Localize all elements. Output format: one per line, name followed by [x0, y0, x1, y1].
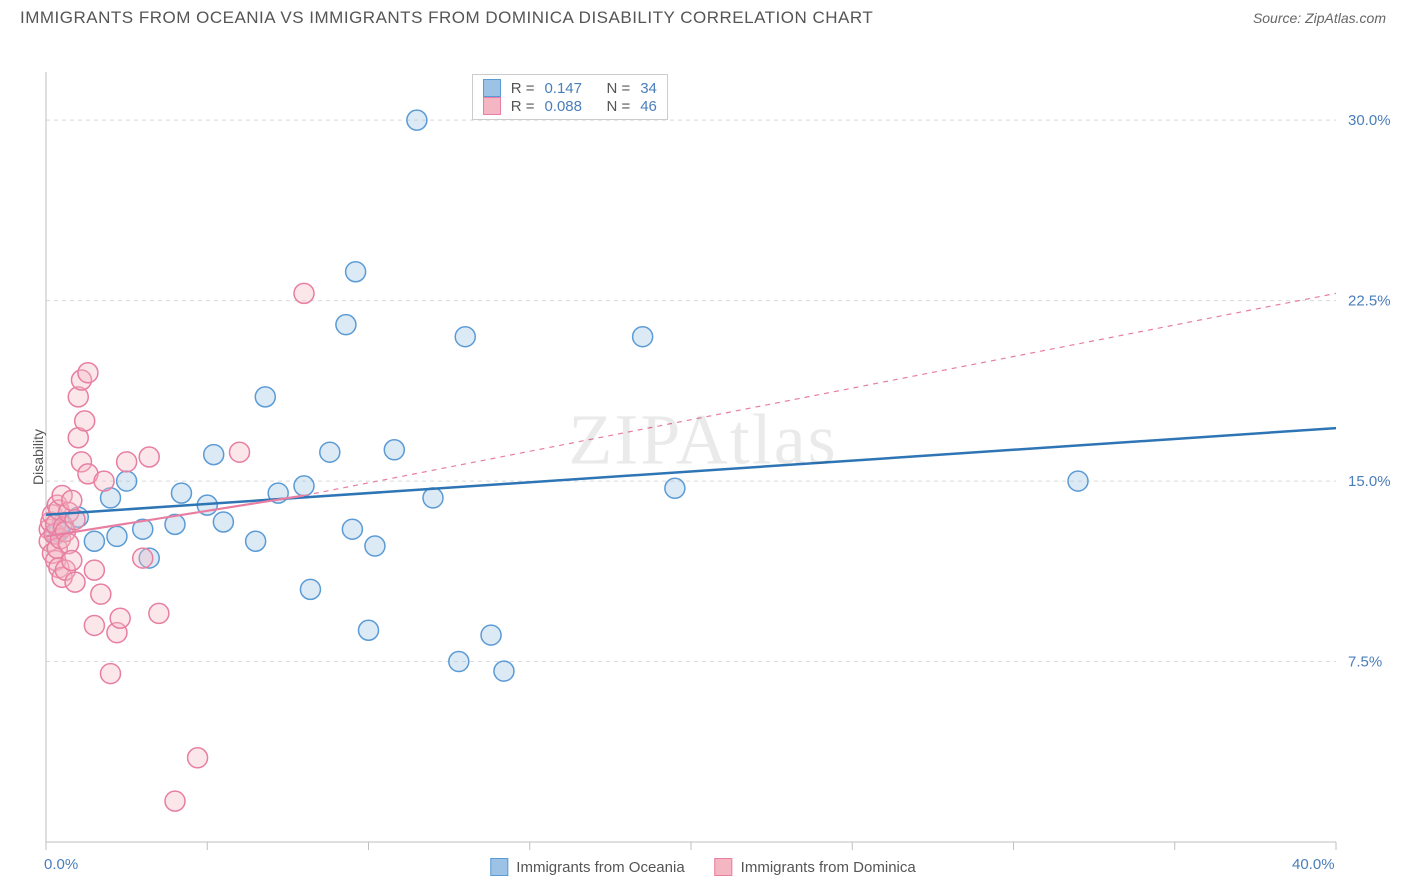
n-label: N =	[606, 98, 630, 115]
legend-swatch	[715, 858, 733, 876]
n-label: N =	[606, 80, 630, 97]
legend-item: Immigrants from Oceania	[490, 858, 684, 876]
series-legend: Immigrants from Oceania Immigrants from D…	[490, 858, 915, 876]
legend-swatch	[490, 858, 508, 876]
legend-swatch	[483, 97, 501, 115]
chart-header: IMMIGRANTS FROM OCEANIA VS IMMIGRANTS FR…	[0, 0, 1406, 32]
n-value: 34	[640, 80, 657, 97]
r-label: R =	[511, 80, 535, 97]
scatter-plot: 7.5% 15.0% 22.5% 30.0%	[0, 32, 1406, 882]
legend-item: Immigrants from Dominica	[715, 858, 916, 876]
legend-swatch	[483, 79, 501, 97]
svg-text:15.0%: 15.0%	[1348, 473, 1391, 490]
legend-label: Immigrants from Dominica	[741, 859, 916, 876]
svg-text:30.0%: 30.0%	[1348, 112, 1391, 129]
svg-text:22.5%: 22.5%	[1348, 293, 1391, 310]
svg-text:7.5%: 7.5%	[1348, 654, 1382, 671]
chart-title: IMMIGRANTS FROM OCEANIA VS IMMIGRANTS FR…	[20, 8, 873, 28]
x-axis-min-label: 0.0%	[44, 856, 78, 873]
x-axis-max-label: 40.0%	[1292, 856, 1335, 873]
chart-area: Disability ZIPAtlas 7.5%15.0%22.5%30.0% …	[0, 32, 1406, 882]
r-label: R =	[511, 98, 535, 115]
stats-row: R = 0.147 N = 34	[483, 79, 657, 97]
stats-legend: R = 0.147 N = 34 R = 0.088 N = 46	[472, 74, 668, 120]
r-value: 0.147	[544, 80, 596, 97]
r-value: 0.088	[544, 98, 596, 115]
legend-label: Immigrants from Oceania	[516, 859, 684, 876]
stats-row: R = 0.088 N = 46	[483, 97, 657, 115]
y-axis-label: Disability	[30, 429, 46, 485]
n-value: 46	[640, 98, 657, 115]
chart-source: Source: ZipAtlas.com	[1253, 10, 1386, 26]
